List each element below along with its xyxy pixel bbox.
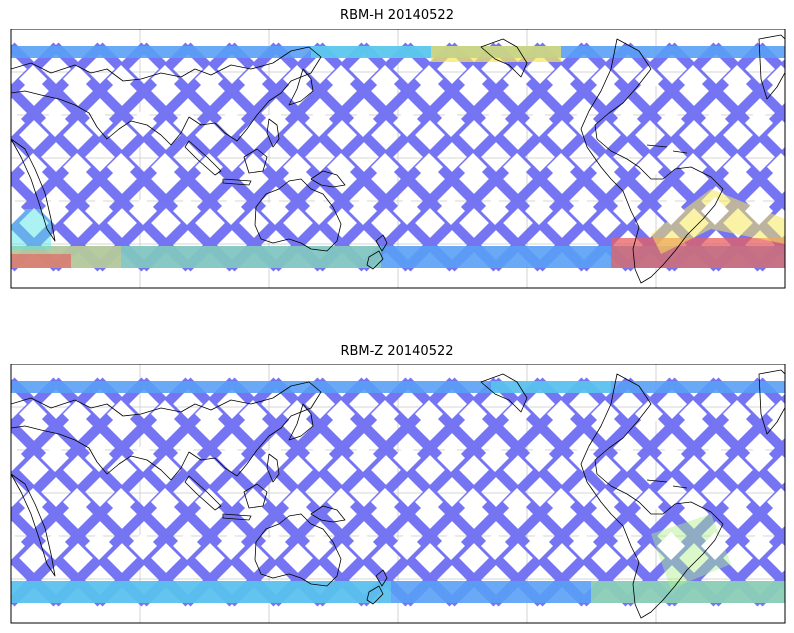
coastline-australia <box>254 178 342 252</box>
coastline-africa_e <box>11 138 56 242</box>
swath-ascending <box>11 42 61 100</box>
coastline-java <box>222 513 252 521</box>
coastline-sumatra <box>184 140 222 176</box>
coastline-philippines <box>266 453 280 483</box>
coastline-alaska <box>480 38 528 78</box>
coastline-greenland_coast <box>758 34 785 100</box>
panel-title-rbm-z: RBM-Z 20140522 <box>340 344 454 359</box>
swath-ascending <box>11 377 61 435</box>
data-gaps <box>11 400 785 560</box>
coastline-australia <box>254 513 342 587</box>
coastline-philippines <box>266 118 280 148</box>
swath-descending <box>711 42 785 124</box>
data-gaps <box>11 65 785 225</box>
coastlines <box>11 34 785 284</box>
coastline-africa_e <box>11 473 56 577</box>
coastline-asia <box>11 46 322 146</box>
swath-descending <box>11 549 61 607</box>
swath-descending <box>11 505 105 607</box>
coastline-borneo <box>243 148 268 174</box>
map-panel-rbm-z <box>10 364 786 624</box>
map-frame <box>10 29 786 289</box>
coastline-namerica <box>580 373 724 619</box>
coastline-japan <box>288 403 314 441</box>
coastline-png <box>310 505 346 523</box>
swath-ascending <box>11 377 105 479</box>
coastline-caribbean <box>646 144 688 154</box>
map-frame <box>10 364 786 624</box>
coastline-alaska <box>480 373 528 413</box>
coastlines <box>11 369 785 619</box>
coastline-png <box>310 170 346 188</box>
coastline-nz <box>366 234 388 270</box>
swath-ascending <box>711 525 785 607</box>
swath-ascending <box>11 42 105 144</box>
map-panel-rbm-h <box>10 29 786 289</box>
swath-descending <box>11 170 105 272</box>
coastline-namerica <box>580 38 724 284</box>
coastline-caribbean <box>646 479 688 489</box>
coastline-borneo <box>243 483 268 509</box>
coastline-greenland_coast <box>758 369 785 435</box>
coastline-asia <box>11 381 322 481</box>
swath-descending <box>711 377 785 459</box>
coastline-japan <box>288 68 314 106</box>
panel-title-rbm-h: RBM-H 20140522 <box>340 8 454 23</box>
coastline-sumatra <box>184 475 222 511</box>
coastline-nz <box>366 569 388 605</box>
coastline-java <box>222 178 252 186</box>
